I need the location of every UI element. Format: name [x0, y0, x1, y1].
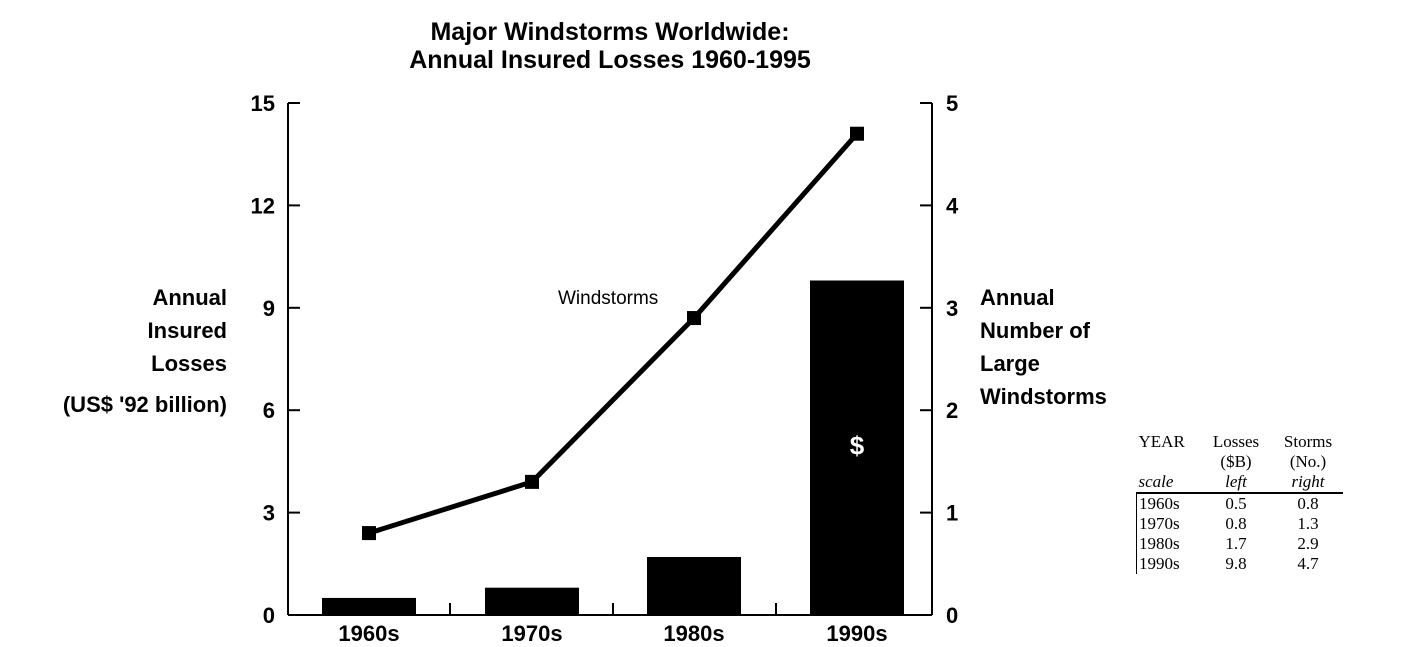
table-header-cell: (No.)	[1289, 452, 1327, 471]
windstorms-marker	[850, 126, 864, 141]
x-axis-tick-label: 1990s	[826, 621, 887, 646]
right-axis-tick-label: 0	[946, 603, 958, 628]
chart-title-line: Annual Insured Losses 1960-1995	[409, 46, 811, 74]
windstorms-marker	[525, 474, 539, 489]
table-row: 1980s 1.7 2.9	[1136, 534, 1344, 554]
table-cell-losses: 0.8	[1225, 514, 1247, 533]
table-header-row: YEAR Losses Storms	[1137, 432, 1344, 452]
table-cell-storms: 4.7	[1297, 554, 1319, 573]
right-axis-label-line: Annual	[980, 285, 1055, 310]
table-cell-losses: 9.8	[1225, 554, 1247, 573]
left-axis-label-line: Losses	[151, 351, 227, 376]
left-axis-label-line: Insured	[148, 318, 227, 343]
x-axis-tick-label: 1960s	[338, 621, 399, 646]
table-header-row: ($B) (No.)	[1137, 452, 1344, 472]
table-scale-cell: right	[1271, 472, 1343, 494]
table-cell-year: 1990s	[1136, 554, 1199, 574]
left-axis-tick-label: 3	[263, 501, 275, 526]
table-header-cell: Storms	[1283, 432, 1333, 451]
table-header-cell: Losses	[1212, 432, 1260, 451]
right-axis-tick-label: 4	[946, 193, 959, 218]
windstorms-series-label: Windstorms	[558, 288, 658, 309]
right-axis-label-line: Large	[980, 351, 1040, 376]
table-row: 1960s 0.5 0.8	[1136, 493, 1344, 514]
table-scale-row: scale left right	[1136, 472, 1343, 494]
data-table: YEAR Losses Storms ($B) (No.) scale left…	[1136, 432, 1343, 574]
right-axis-label-line: Windstorms	[980, 384, 1107, 409]
table-cell-year: 1980s	[1136, 534, 1199, 554]
table-cell-losses: 1.7	[1225, 534, 1247, 553]
table-cell-year: 1970s	[1136, 514, 1199, 534]
right-axis-tick-label: 3	[946, 296, 958, 321]
table-cell-storms: 1.3	[1297, 514, 1319, 533]
right-axis-label-line: Number of	[980, 318, 1091, 343]
table-cell-year: 1960s	[1136, 493, 1199, 514]
bar	[647, 556, 741, 615]
windstorms-line	[368, 132, 859, 536]
left-axis-tick-label: 12	[251, 193, 275, 218]
windstorms-marker	[687, 311, 701, 326]
table-scale-cell: left	[1199, 472, 1271, 494]
right-axis-tick-label: 2	[946, 398, 958, 423]
table-header-cell: YEAR	[1138, 432, 1185, 451]
left-axis-tick-label: 6	[263, 398, 275, 423]
bar	[322, 597, 416, 615]
left-axis-tick-label: 15	[251, 91, 275, 116]
bar-dollar-label: $	[850, 431, 865, 461]
windstorms-marker	[362, 526, 376, 541]
chart-title-line: Major Windstorms Worldwide:	[430, 18, 789, 46]
table-cell-storms: 2.9	[1297, 534, 1319, 553]
left-axis-label-line: Annual	[152, 285, 227, 310]
table-cell-storms: 0.8	[1297, 494, 1319, 513]
table-row: 1970s 0.8 1.3	[1136, 514, 1344, 534]
bar	[810, 280, 904, 615]
table-row: 1990s 9.8 4.7	[1136, 554, 1344, 574]
table-cell-losses: 0.5	[1225, 494, 1247, 513]
left-axis-label-line: (US$ '92 billion)	[63, 392, 227, 417]
x-axis-tick-label: 1980s	[663, 621, 724, 646]
bar	[485, 587, 579, 615]
table-header-cell: ($B)	[1220, 452, 1252, 471]
x-axis-tick-label: 1970s	[501, 621, 562, 646]
left-axis-tick-label: 9	[263, 296, 275, 321]
right-axis-tick-label: 5	[946, 91, 958, 116]
left-axis-tick-label: 0	[263, 603, 275, 628]
table-scale-cell: scale	[1136, 472, 1199, 494]
right-axis-tick-label: 1	[946, 501, 958, 526]
table-header-cell	[1137, 452, 1200, 472]
